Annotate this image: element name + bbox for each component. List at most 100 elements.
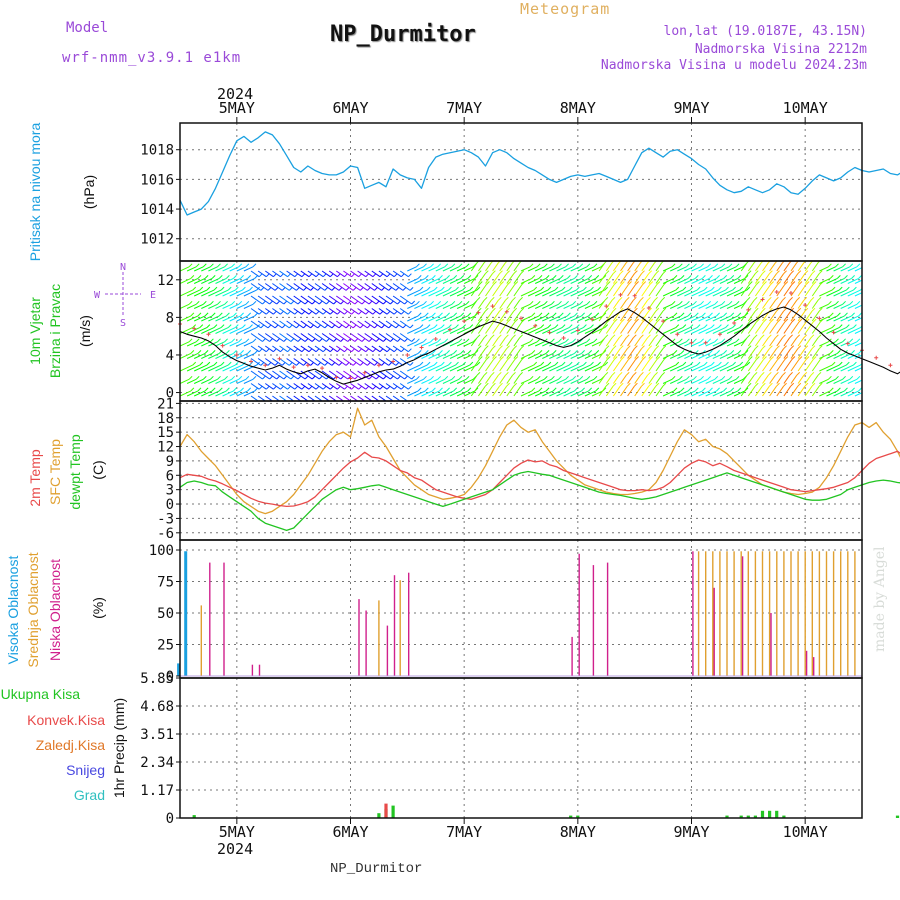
wind-barb <box>357 283 368 291</box>
wind-barb-flag <box>395 362 400 366</box>
wind-barb <box>520 266 531 272</box>
wind-barb-flag <box>868 287 871 290</box>
wind-barb <box>236 277 248 284</box>
wind-barb <box>826 303 836 309</box>
wind-barb-flag <box>756 281 760 285</box>
wind-gust-mark <box>519 316 523 321</box>
wind-barb-flag <box>344 348 348 353</box>
wind-barb <box>186 266 197 272</box>
wind-barb <box>527 289 542 297</box>
wind-barb-flag <box>790 307 795 312</box>
wind-barb <box>762 300 769 309</box>
wind-barb <box>598 310 607 322</box>
wind-barb-flag <box>224 300 228 305</box>
wind-barb-flag <box>732 286 736 291</box>
wind-barb <box>328 333 341 342</box>
wind-barb-flag <box>748 318 753 323</box>
wind-barb <box>563 364 577 372</box>
wind-barb-flag <box>536 375 541 380</box>
wind-barb <box>641 385 650 397</box>
wind-barb-flag <box>798 281 803 285</box>
wind-barb-flag <box>884 311 887 314</box>
marks-layer <box>177 131 900 818</box>
wind-barb-flag <box>572 263 577 268</box>
wind-barb-flag <box>386 385 391 390</box>
wind-barb <box>371 320 382 329</box>
wind-barb-flag <box>635 356 639 360</box>
wind-barb-flag <box>632 371 637 376</box>
wind-barb-flag <box>218 312 223 317</box>
cloud-high-label: Visoka Oblacnost <box>5 556 21 665</box>
wind-barb <box>726 266 737 272</box>
wind-barb-flag <box>856 338 861 343</box>
wind-barb-flag <box>796 371 801 376</box>
wind-barb <box>669 390 682 397</box>
wind-barb <box>279 383 288 390</box>
wind-barb-flag <box>803 296 808 301</box>
wind-barb-flag <box>835 263 839 268</box>
wind-barb <box>605 273 614 284</box>
wind-barb-flag <box>340 300 345 305</box>
wind-barb <box>556 352 568 359</box>
wind-barb <box>293 308 303 315</box>
wind-barb-flag <box>252 300 257 305</box>
wind-barb-flag <box>505 296 509 301</box>
wind-barb-flag <box>197 312 202 317</box>
wind-barb-flag <box>329 310 334 315</box>
wind-barb <box>776 273 785 284</box>
wind-barb-flag <box>390 300 394 305</box>
wind-barb <box>549 315 561 322</box>
wind-barb-flag <box>739 361 744 366</box>
wind-barb-flag <box>559 350 564 354</box>
wind-barb-flag <box>448 324 452 328</box>
wind-gust-mark <box>746 307 751 312</box>
wind-barb <box>627 262 634 272</box>
wind-barb-flag <box>440 286 445 291</box>
wind-barb-flag <box>269 300 273 305</box>
wind-barb-flag <box>702 387 706 392</box>
wind-barb-flag <box>249 286 253 291</box>
wind-barb-flag <box>388 324 393 329</box>
wind-barb <box>456 364 471 372</box>
wind-barb-flag <box>234 361 239 366</box>
wind-barb <box>336 270 345 278</box>
wind-barb <box>272 345 281 353</box>
wind-barb <box>513 337 521 347</box>
wind-barb <box>669 303 680 309</box>
wind-barb <box>343 358 354 366</box>
wind-barb-flag <box>245 375 250 380</box>
wind-barb-flag <box>829 387 834 392</box>
wind-barb-flag <box>547 286 552 291</box>
wind-gust-mark <box>504 309 509 314</box>
wind-barb-flag <box>324 324 329 329</box>
wind-barb-flag <box>769 307 773 312</box>
wind-barb <box>698 378 708 384</box>
wind-barb-flag <box>400 348 405 353</box>
wind-barb-flag <box>240 387 244 392</box>
wind-barb <box>492 337 499 347</box>
wind-barb-flag <box>531 350 536 354</box>
wind-barb-flag <box>777 281 782 285</box>
wind-barb-flag <box>707 338 712 343</box>
wind-barb <box>684 289 698 297</box>
wind-barb-flag <box>613 318 618 323</box>
wind-barb <box>712 289 726 297</box>
wind-barb <box>293 395 302 401</box>
wind-barb-flag <box>287 348 291 353</box>
wind-barb <box>726 289 740 297</box>
wind-gust-mark <box>405 352 410 357</box>
wind-barb-flag <box>613 281 618 285</box>
wind-barb-flag <box>393 310 398 315</box>
wind-barb <box>648 337 656 347</box>
wind-barb-flag <box>273 310 277 315</box>
wind-barb-flag <box>702 275 706 279</box>
wind-barb <box>847 364 861 372</box>
wind-barb <box>542 315 554 322</box>
wind-barb <box>776 300 783 309</box>
wind-barb <box>499 273 508 284</box>
wind-barb-flag <box>574 275 578 279</box>
wind-barb-flag <box>478 281 483 285</box>
wind-barb <box>378 383 388 390</box>
wind-barb-flag <box>513 307 518 312</box>
